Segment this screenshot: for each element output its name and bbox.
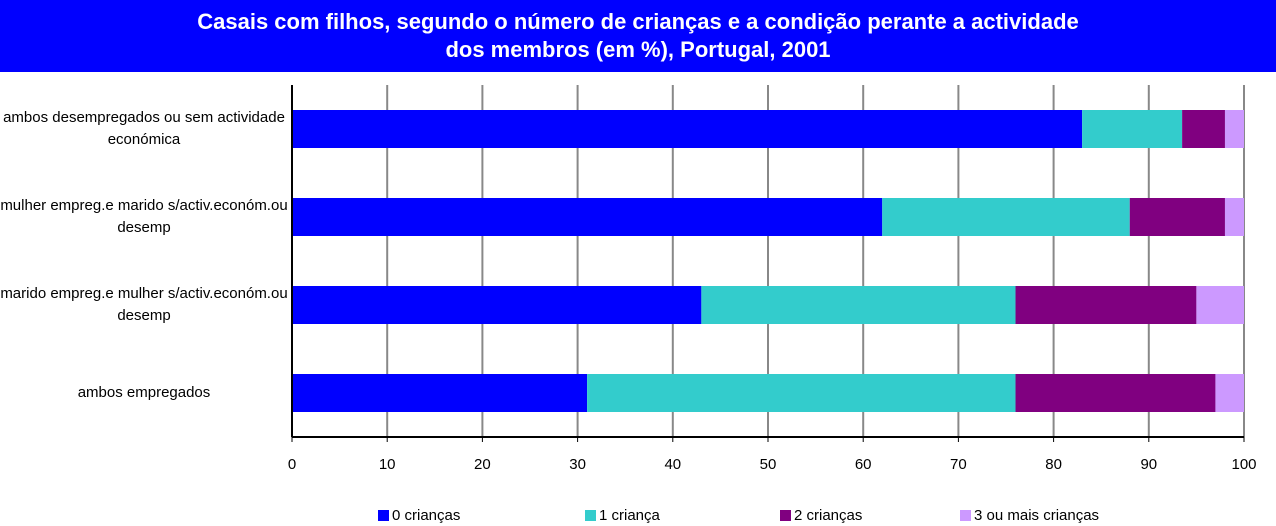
bar-segment (292, 374, 588, 412)
bar-segment (292, 110, 1083, 148)
y-tick-label: marido empreg.e mulher s/activ.económ.ou… (0, 285, 288, 324)
y-tick-label: ambos desempregados ou sem actividade ec… (3, 109, 285, 148)
bar-segment (1215, 374, 1244, 412)
bar-segment (1182, 110, 1225, 148)
x-tick-label: 70 (950, 456, 967, 473)
bar-segment (1082, 110, 1183, 148)
bar-segment (1015, 286, 1197, 324)
x-tick-label: 90 (1140, 456, 1157, 473)
bar-segment (1015, 374, 1216, 412)
bar-segment (292, 198, 883, 236)
y-tick-label: ambos empregados (77, 384, 211, 401)
x-tick-label: 100 (1231, 456, 1256, 473)
legend-label: 2 crianças (794, 507, 862, 524)
legend-label: 0 crianças (392, 507, 460, 524)
x-tick-label: 50 (760, 456, 777, 473)
bar-segment (1196, 286, 1244, 324)
y-tick-label: mulher empreg.e marido s/activ.económ.ou… (0, 197, 288, 236)
chart-title: Casais com filhos, segundo o número de c… (197, 9, 1079, 62)
x-tick-label: 80 (1045, 456, 1062, 473)
legend-swatch (378, 510, 389, 521)
bar-segment (587, 374, 1016, 412)
legend-swatch (585, 510, 596, 521)
legend-swatch (960, 510, 971, 521)
legend-swatch (780, 510, 791, 521)
x-tick-label: 20 (474, 456, 491, 473)
legend-label: 3 ou mais crianças (974, 507, 1099, 524)
x-tick-label: 40 (664, 456, 681, 473)
legend-label: 1 criança (599, 507, 661, 524)
title-banner: Casais com filhos, segundo o número de c… (0, 0, 1276, 72)
x-tick-label: 60 (855, 456, 872, 473)
x-tick-label: 0 (288, 456, 296, 473)
bar-segment (292, 286, 702, 324)
x-tick-label: 30 (569, 456, 586, 473)
bar-segment (701, 286, 1016, 324)
x-tick-label: 10 (379, 456, 396, 473)
bar-segment (1224, 198, 1244, 236)
bar-segment (1129, 198, 1225, 236)
bar-segment (1224, 110, 1244, 148)
bar-segment (882, 198, 1130, 236)
